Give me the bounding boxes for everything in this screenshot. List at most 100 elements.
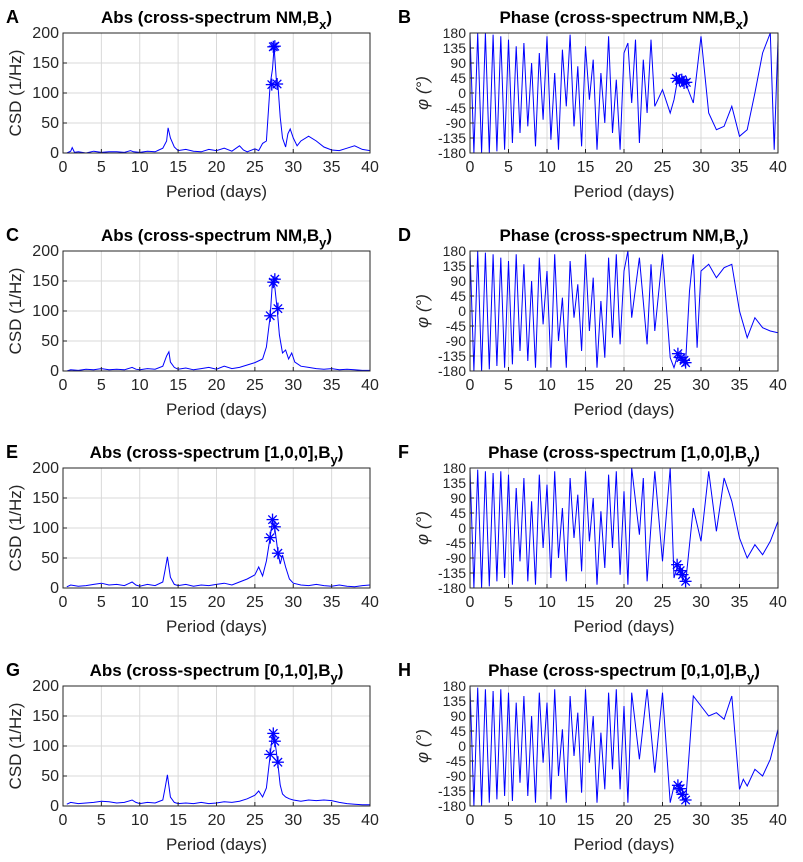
title-subscript: y <box>747 452 755 467</box>
x-tick-label: 35 <box>323 377 341 394</box>
panel-a: 0 5 10 15 20 25 30 35 40 0 50 100 150 200 Period (days… <box>6 7 379 201</box>
y-tick-label: -180 <box>438 580 466 596</box>
peak-marker <box>267 727 280 740</box>
y-tick-label: -90 <box>446 115 466 131</box>
y-tick-label: 180 <box>443 243 467 259</box>
y-tick-label: 150 <box>32 273 59 290</box>
x-tick-label: 30 <box>692 159 710 176</box>
marker-stroke <box>270 41 280 51</box>
x-axis-label: Period (days) <box>573 617 674 636</box>
x-tick-label: 35 <box>731 594 749 611</box>
x-tick-label: 10 <box>538 594 556 611</box>
x-tick-label: 35 <box>323 812 341 829</box>
marker-stroke <box>675 566 685 576</box>
title-subscript: y <box>319 235 327 250</box>
x-tick-label: 30 <box>284 594 302 611</box>
y-tick-label: -90 <box>446 550 466 566</box>
x-tick-label: 30 <box>692 594 710 611</box>
x-tick-label: 0 <box>59 159 68 176</box>
marker-stroke <box>677 570 688 580</box>
series-line <box>470 33 778 153</box>
y-tick-label: 45 <box>450 288 466 304</box>
x-tick-label: 5 <box>97 159 106 176</box>
y-axis-label: CSD (1/Hz) <box>6 268 25 355</box>
marker-stroke <box>273 757 283 767</box>
y-tick-label: 0 <box>50 798 59 815</box>
x-tick-label: 0 <box>466 377 475 394</box>
series-line <box>66 46 370 153</box>
title-suffix: ) <box>326 8 332 27</box>
y-tick-label: 0 <box>458 303 466 319</box>
title-suffix: ) <box>743 226 749 245</box>
peak-marker <box>268 520 281 533</box>
x-tick-label: 35 <box>731 812 749 829</box>
x-tick-label: 5 <box>504 159 513 176</box>
title-main: Abs (cross-spectrum NM,B <box>101 226 319 245</box>
marker-stroke <box>270 274 280 284</box>
y-tick-label: 50 <box>41 115 59 132</box>
x-tick-label: 35 <box>731 377 749 394</box>
chart-title: Abs (cross-spectrum [1,0,0],By) <box>90 443 344 467</box>
series-line <box>66 280 370 371</box>
peak-marker <box>271 756 284 769</box>
x-tick-label: 30 <box>284 812 302 829</box>
y-tick-label: 180 <box>443 678 467 694</box>
panel-letter: G <box>6 660 20 680</box>
y-tick-label: -135 <box>438 130 466 146</box>
x-tick-label: 5 <box>97 812 106 829</box>
x-tick-label: 40 <box>361 594 379 611</box>
peak-marker <box>264 531 277 544</box>
y-tick-label: 200 <box>32 460 59 477</box>
panel-d: 0 5 10 15 20 25 30 35 40-180-135-90-450459013518… <box>398 225 787 419</box>
x-tick-label: 35 <box>323 159 341 176</box>
title-main: Abs (cross-spectrum [1,0,0],B <box>90 443 331 462</box>
x-tick-label: 20 <box>208 159 226 176</box>
panel-letter: E <box>6 442 18 462</box>
y-tick-label: 135 <box>443 475 467 491</box>
x-tick-label: 10 <box>131 377 149 394</box>
panel-b: 0 5 10 15 20 25 30 35 40-180-135-90-450459013518… <box>398 7 787 201</box>
x-tick-label: 0 <box>59 377 68 394</box>
y-tick-label: 50 <box>41 768 59 785</box>
y-axis-label: φ (°) <box>413 76 432 110</box>
y-tick-label: -45 <box>446 318 466 334</box>
y-tick-label: 0 <box>50 363 59 380</box>
panel-letter: F <box>398 442 409 462</box>
x-tick-label: 15 <box>577 159 595 176</box>
y-tick-label: 150 <box>32 490 59 507</box>
x-tick-label: 30 <box>284 377 302 394</box>
series-line <box>470 686 778 806</box>
x-tick-label: 20 <box>615 159 633 176</box>
y-tick-label: -135 <box>438 348 466 364</box>
y-tick-label: 135 <box>443 693 467 709</box>
x-tick-label: 10 <box>131 594 149 611</box>
y-tick-label: -180 <box>438 363 466 379</box>
y-tick-label: 0 <box>458 85 466 101</box>
y-tick-label: 50 <box>41 333 59 350</box>
panel-g: 0 5 10 15 20 25 30 35 40 0 50 100 150 200 Period (days… <box>6 660 379 854</box>
chart-title: Phase (cross-spectrum [0,1,0],By) <box>488 661 760 685</box>
title-main: Abs (cross-spectrum NM,B <box>101 8 319 27</box>
marker-stroke <box>268 728 278 739</box>
title-suffix: ) <box>743 8 749 27</box>
peak-marker <box>264 748 277 761</box>
title-main: Phase (cross-spectrum [1,0,0],B <box>488 443 747 462</box>
x-axis-label: Period (days) <box>573 182 674 201</box>
peak-marker <box>268 273 281 286</box>
chart-title: Phase (cross-spectrum NM,Bx) <box>499 8 748 32</box>
title-subscript: y <box>331 670 339 685</box>
series-line <box>470 468 778 588</box>
x-tick-label: 20 <box>208 377 226 394</box>
title-suffix: ) <box>338 661 344 680</box>
y-tick-label: 200 <box>32 243 59 260</box>
x-tick-label: 5 <box>504 594 513 611</box>
y-tick-label: 150 <box>32 55 59 72</box>
y-tick-label: 45 <box>450 70 466 86</box>
x-tick-label: 15 <box>577 812 595 829</box>
x-tick-label: 30 <box>284 159 302 176</box>
x-tick-label: 25 <box>246 377 264 394</box>
title-main: Abs (cross-spectrum [0,1,0],B <box>90 661 331 680</box>
marker-stroke <box>681 77 692 87</box>
x-axis-label: Period (days) <box>166 835 267 854</box>
series-line <box>66 733 370 806</box>
